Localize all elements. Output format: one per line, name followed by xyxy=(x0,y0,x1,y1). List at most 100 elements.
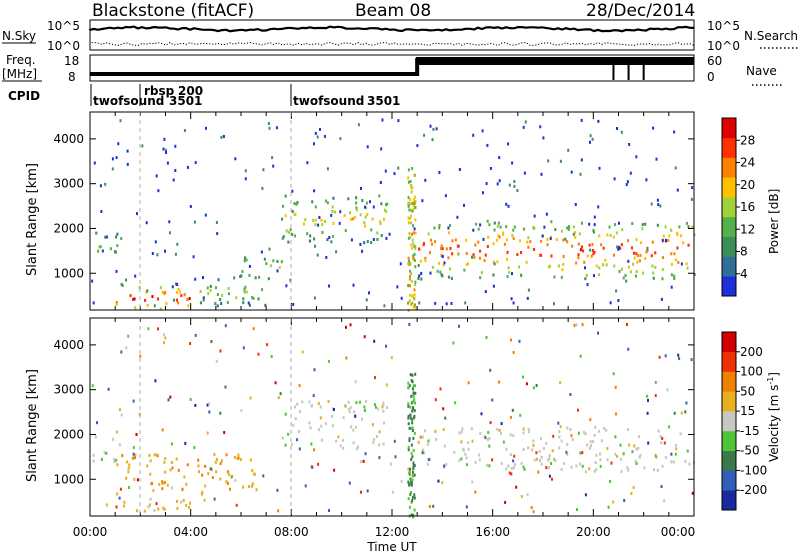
noise-right-tick-top: 10^5 xyxy=(707,19,740,33)
velocity-cell xyxy=(488,464,491,468)
power-cell xyxy=(465,263,468,266)
power-cell xyxy=(257,297,260,301)
power-cell xyxy=(527,245,530,249)
power-cell xyxy=(408,259,410,263)
velocity-cell xyxy=(445,462,448,466)
colorbar-tick-label: -100 xyxy=(740,463,767,477)
power-cell xyxy=(385,210,388,213)
velocity-cell xyxy=(170,442,173,446)
power-cell xyxy=(440,244,443,248)
velocity-cell xyxy=(215,359,218,363)
power-cell xyxy=(330,240,333,244)
power-cell xyxy=(313,237,316,241)
velocity-cell xyxy=(360,417,363,421)
velocity-cell xyxy=(162,506,165,510)
power-cell xyxy=(410,272,413,276)
power-cell xyxy=(204,213,207,217)
power-cell xyxy=(410,279,413,283)
power-cell xyxy=(685,262,688,266)
power-cell xyxy=(156,253,159,257)
velocity-cell xyxy=(559,425,562,429)
power-cell xyxy=(109,247,112,251)
velocity-cell xyxy=(344,404,347,408)
freq-tick-top: 18 xyxy=(64,54,79,68)
velocity-cell xyxy=(204,484,207,488)
x-tick-label-0: 00:00 xyxy=(73,525,108,539)
velocity-colorbar-label-sup: -1 xyxy=(766,377,775,385)
power-cell xyxy=(121,284,124,288)
colorbar-tick-label: 12 xyxy=(740,222,755,236)
power-cell xyxy=(280,260,283,264)
velocity-cell xyxy=(353,410,356,414)
velocity-cell xyxy=(634,459,637,463)
velocity-cell xyxy=(647,441,650,445)
power-cell xyxy=(591,249,594,252)
velocity-cell xyxy=(113,458,116,461)
velocity-cell xyxy=(313,448,316,452)
power-cell xyxy=(217,278,220,282)
velocity-cell xyxy=(287,432,290,436)
power-cell xyxy=(680,234,683,238)
colorbar-swatch xyxy=(722,411,736,432)
velocity-cell xyxy=(148,453,151,457)
power-cell xyxy=(492,242,495,246)
velocity-cell xyxy=(528,430,531,434)
power-cell xyxy=(413,303,416,307)
velocity-cell xyxy=(235,503,238,507)
nave-label: Nave xyxy=(746,64,777,78)
power-cell xyxy=(445,247,448,251)
power-cell xyxy=(119,119,122,123)
power-cell xyxy=(471,255,473,259)
power-cell xyxy=(338,221,341,225)
velocity-cell xyxy=(413,431,416,435)
velocity-cell xyxy=(214,460,217,464)
power-x-ticks xyxy=(89,112,695,310)
velocity-cell xyxy=(426,442,429,446)
velocity-cell xyxy=(413,496,416,500)
velocity-cell xyxy=(193,446,196,449)
power-cell xyxy=(486,219,489,223)
power-cell xyxy=(379,221,382,225)
power-cell xyxy=(492,260,495,264)
velocity-cell xyxy=(352,428,355,432)
power-cell xyxy=(180,294,183,298)
velocity-cell xyxy=(581,451,584,455)
velocity-cell xyxy=(672,460,675,464)
power-cell xyxy=(673,277,676,280)
power-cell xyxy=(254,276,257,280)
power-cell xyxy=(572,225,575,229)
power-cell xyxy=(413,288,416,292)
velocity-cell xyxy=(211,476,214,480)
power-cell xyxy=(260,250,263,254)
cpid-id-1: 3501 xyxy=(169,94,202,108)
velocity-cell xyxy=(310,442,313,446)
power-cell xyxy=(370,241,373,244)
velocity-cell xyxy=(133,477,136,481)
velocity-cell xyxy=(252,472,255,476)
colorbar-swatch xyxy=(722,391,736,412)
power-cell xyxy=(376,237,379,241)
velocity-cell xyxy=(407,445,410,449)
velocity-cell xyxy=(579,462,582,466)
velocity-cell xyxy=(167,398,170,402)
power-cell xyxy=(209,289,212,292)
power-cell xyxy=(690,197,693,201)
velocity-cell xyxy=(213,453,216,456)
velocity-cell xyxy=(408,483,411,487)
power-cell xyxy=(409,269,412,273)
velocity-cell xyxy=(670,460,673,464)
power-cell xyxy=(441,274,444,278)
velocity-cell xyxy=(537,470,540,474)
velocity-cell xyxy=(363,405,366,409)
power-cell xyxy=(372,205,375,209)
velocity-cell xyxy=(169,395,172,399)
power-cell xyxy=(308,239,311,243)
velocity-cell xyxy=(520,461,523,465)
velocity-cell xyxy=(410,379,413,382)
power-cell xyxy=(609,301,612,305)
velocity-cell xyxy=(628,443,631,447)
velocity-cell xyxy=(484,436,487,440)
velocity-cell xyxy=(486,463,489,467)
velocity-cell xyxy=(589,418,592,422)
velocity-cell xyxy=(234,478,237,482)
